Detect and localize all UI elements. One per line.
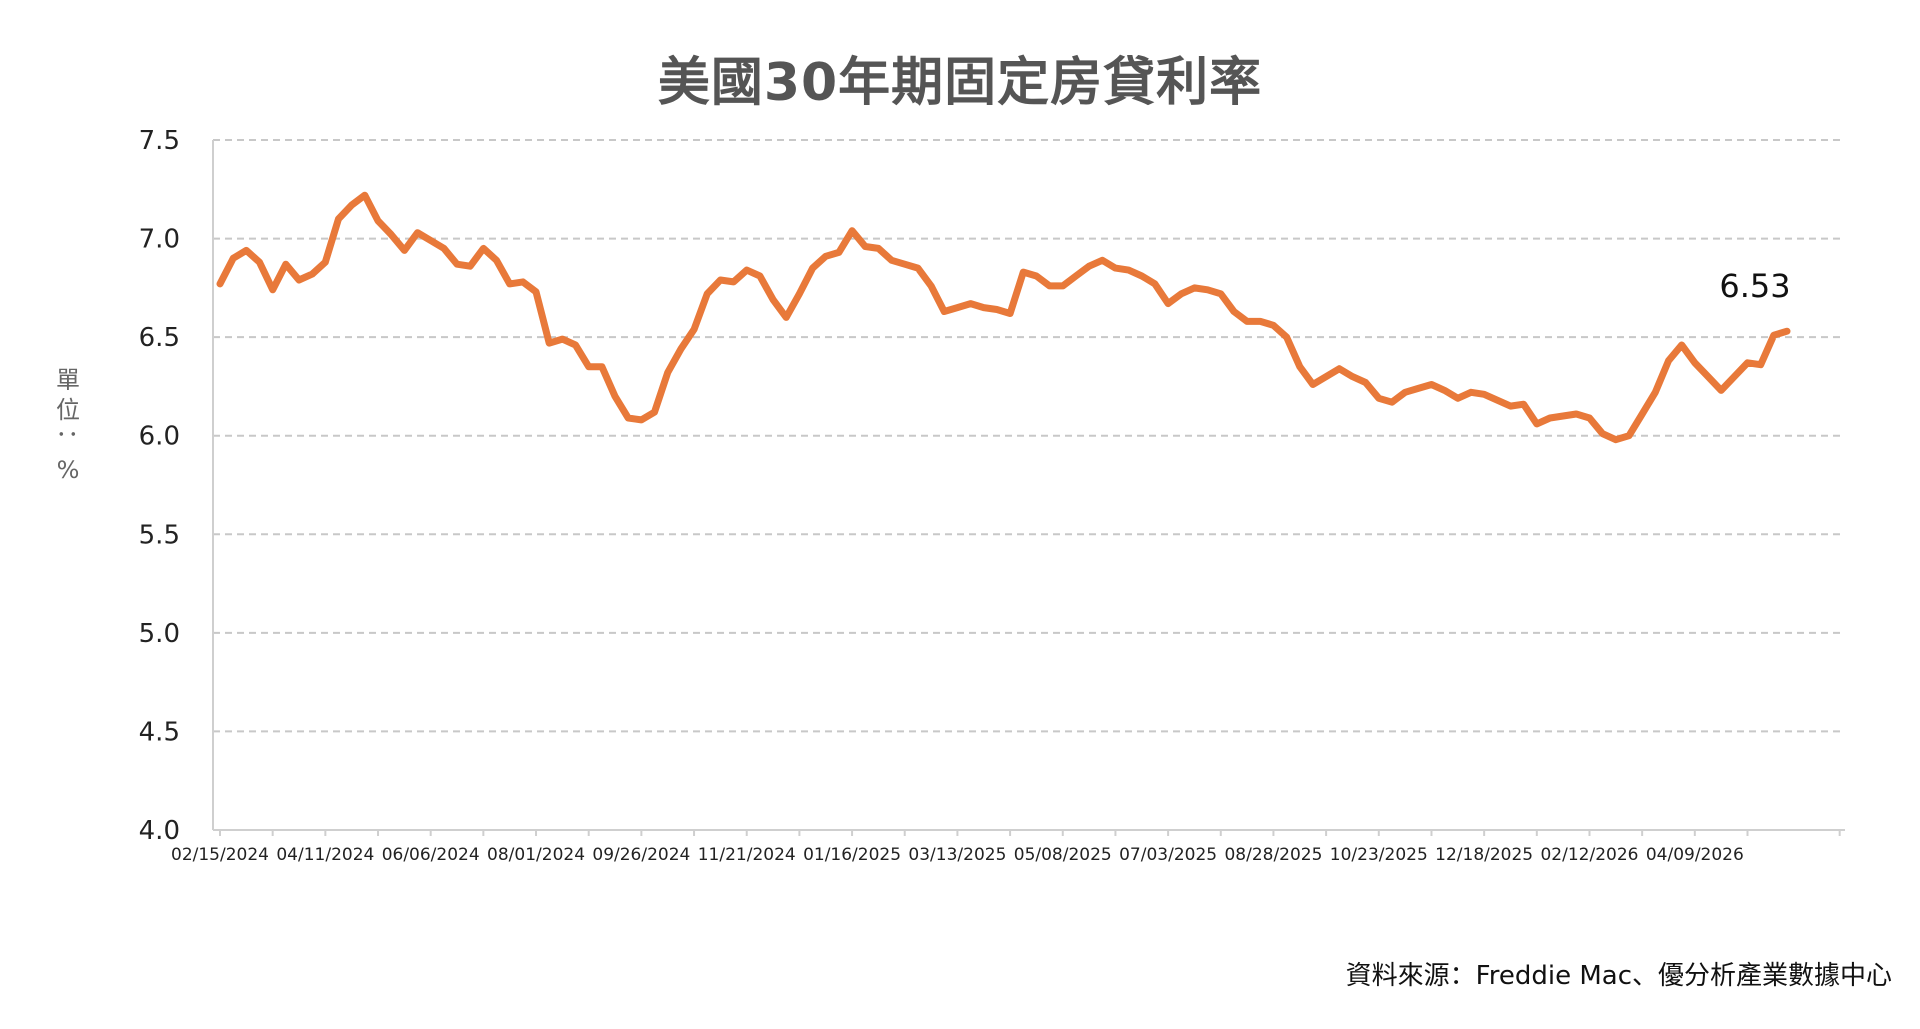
x-tick-label: 06/06/2024	[382, 845, 480, 865]
x-tick-label: 12/18/2025	[1435, 845, 1533, 865]
y-tick-label: 4.0	[139, 816, 180, 846]
series-line	[216, 191, 1791, 444]
x-tick-label: 04/11/2024	[276, 845, 374, 865]
y-tick-label: 7.5	[139, 126, 180, 156]
x-tick-label: 03/13/2025	[908, 845, 1006, 865]
y-tick-label: 5.0	[139, 619, 180, 649]
y-tick-label: 6.0	[139, 422, 180, 452]
x-tick-label: 11/21/2024	[698, 845, 796, 865]
x-tick-label: 02/12/2026	[1540, 845, 1638, 865]
y-axis-label-char: 單	[56, 366, 80, 394]
x-tick-label: 08/28/2025	[1224, 845, 1322, 865]
x-tick-label: 02/15/2024	[171, 845, 269, 865]
y-axis-label: 單位：%	[50, 365, 86, 485]
y-tick-label: 5.5	[139, 520, 180, 550]
x-tick-label: 08/01/2024	[487, 845, 585, 865]
last-value-label: 6.53	[1719, 267, 1790, 305]
y-tick-label: 7.0	[139, 225, 180, 255]
x-tick-label: 09/26/2024	[592, 845, 690, 865]
y-axis-label-char: %	[56, 456, 80, 484]
source-note: 資料來源：Freddie Mac、優分析產業數據中心	[1345, 961, 1892, 991]
y-tick-label: 4.5	[139, 717, 180, 747]
y-axis-label-char: 位	[56, 396, 80, 424]
x-tick-label: 01/16/2025	[803, 845, 901, 865]
x-tick-label: 07/03/2025	[1119, 845, 1217, 865]
x-tick-label: 05/08/2025	[1014, 845, 1112, 865]
chart-title: 美國30年期固定房貸利率	[657, 53, 1263, 113]
y-tick-label: 6.5	[139, 323, 180, 353]
x-tick-label: 04/09/2026	[1646, 845, 1744, 865]
x-tick-label: 10/23/2025	[1330, 845, 1428, 865]
